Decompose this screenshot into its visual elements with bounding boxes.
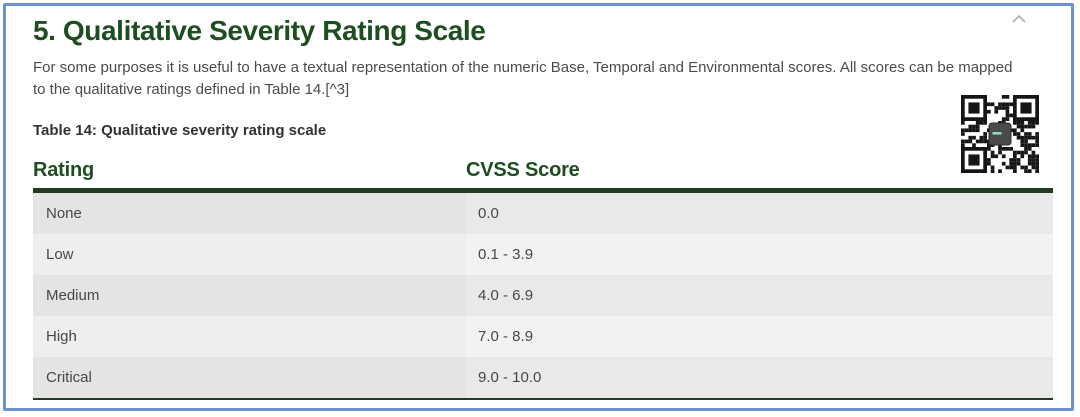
table-body: None 0.0 Low 0.1 - 3.9 Medium 4.0 - 6.9 … [33, 193, 1053, 400]
rating-cell: Medium [33, 275, 466, 316]
table-caption: Table 14: Qualitative severity rating sc… [33, 122, 327, 139]
column-header-cvss-score: CVSS Score [466, 159, 580, 181]
section-content: 5. Qualitative Severity Rating Scale For… [6, 6, 1071, 408]
section-heading: 5. Qualitative Severity Rating Scale [33, 15, 486, 46]
rating-cell: Critical [33, 357, 466, 398]
column-header-rating: Rating [33, 159, 95, 181]
score-cell: 7.0 - 8.9 [466, 316, 1053, 357]
table-row: Critical 9.0 - 10.0 [33, 357, 1053, 398]
table-row: Medium 4.0 - 6.9 [33, 275, 1053, 316]
severity-table: Rating CVSS Score None 0.0 Low 0.1 - 3.9… [33, 154, 1053, 400]
rating-cell: None [33, 193, 466, 234]
table-header-row: Rating CVSS Score [33, 154, 1053, 193]
rating-cell: Low [33, 234, 466, 275]
intro-paragraph: For some purposes it is useful to have a… [33, 57, 1071, 101]
score-cell: 0.1 - 3.9 [466, 234, 1053, 275]
intro-line-1: For some purposes it is useful to have a… [33, 59, 1013, 76]
intro-line-2: to the qualitative ratings defined in Ta… [33, 81, 350, 98]
score-cell: 0.0 [466, 193, 1053, 234]
score-cell: 9.0 - 10.0 [466, 357, 1053, 398]
table-row: None 0.0 [33, 193, 1053, 234]
table-row: High 7.0 - 8.9 [33, 316, 1053, 357]
collapse-section-button[interactable] [1007, 8, 1031, 30]
section-panel: 5. Qualitative Severity Rating Scale For… [3, 3, 1074, 411]
qr-code [961, 95, 1039, 173]
rating-cell: High [33, 316, 466, 357]
score-cell: 4.0 - 6.9 [466, 275, 1053, 316]
table-row: Low 0.1 - 3.9 [33, 234, 1053, 275]
chevron-up-icon [1009, 12, 1029, 26]
